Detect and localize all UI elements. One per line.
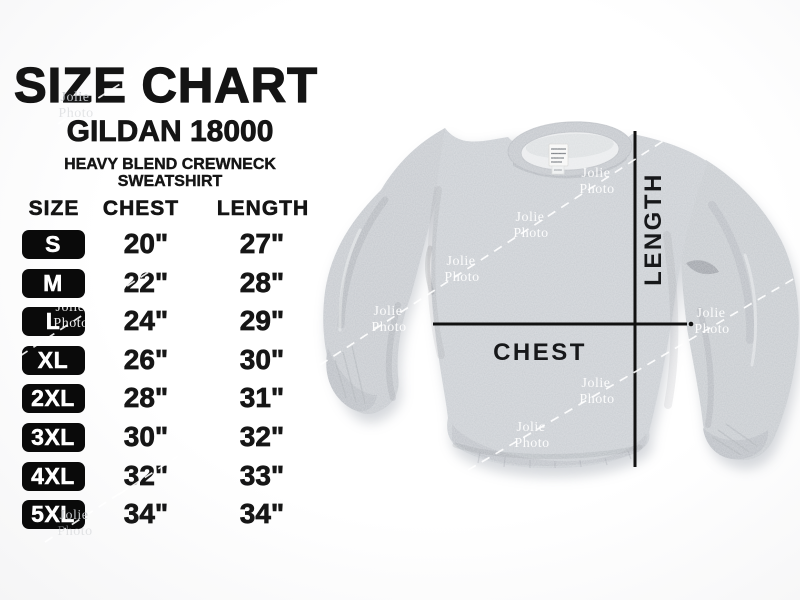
table-row: 2XL 28" 31": [0, 382, 330, 414]
chest-value: 28": [123, 382, 169, 414]
chest-value: 30": [123, 421, 169, 453]
size-badge: 2XL: [21, 383, 85, 413]
chest-diagram-label: CHEST: [493, 339, 587, 366]
chest-value: 32": [123, 460, 169, 492]
header-size: SIZE: [28, 197, 80, 221]
chest-line-end-dot: [688, 321, 694, 327]
size-badge: M: [21, 268, 85, 298]
length-value: 33": [239, 460, 285, 492]
table-row: M 22" 28": [0, 267, 330, 299]
header-chest: CHEST: [102, 197, 180, 221]
page-title: SIZE CHART: [13, 58, 318, 113]
header-length: LENGTH: [216, 197, 310, 221]
length-value: 30": [239, 344, 285, 376]
left-cuff: [326, 348, 377, 412]
length-value: 34": [239, 498, 285, 530]
chest-value: 26": [123, 344, 169, 376]
table-row: 3XL 30" 32": [0, 421, 330, 453]
size-badge-cell: 4XL: [14, 460, 92, 492]
length-value: 32": [239, 421, 285, 453]
size-badge: 5XL: [21, 499, 85, 529]
table-header-row: SIZE CHEST LENGTH: [0, 197, 330, 221]
chest-value: 22": [123, 267, 169, 299]
length-value: 27": [239, 228, 285, 260]
table-row: S 20" 27": [0, 228, 330, 260]
brand-model: GILDAN 18000: [66, 115, 274, 149]
table-row: L 24" 29": [0, 305, 330, 337]
size-badge-cell: 3XL: [14, 421, 92, 453]
size-badge: XL: [21, 345, 85, 375]
size-badge-cell: 2XL: [14, 382, 92, 414]
table-row: 4XL 32" 33": [0, 460, 330, 492]
size-badge: S: [21, 229, 85, 259]
table-row: XL 26" 30": [0, 344, 330, 376]
chest-value: 24": [123, 305, 169, 337]
length-value: 29": [239, 305, 285, 337]
length-value: 31": [239, 382, 285, 414]
table-row: 5XL 34" 34": [0, 498, 330, 530]
size-badge: L: [21, 306, 85, 336]
size-badge: 4XL: [21, 461, 85, 491]
size-badge: 3XL: [21, 422, 85, 452]
armpit-fold: [686, 260, 719, 275]
product-line2: SWEATSHIRT: [117, 173, 223, 190]
length-diagram-label: LENGTH: [640, 172, 667, 286]
product-line1: HEAVY BLEND CREWNECK: [64, 156, 276, 173]
chest-value: 20": [123, 228, 169, 260]
product-description: HEAVY BLEND CREWNECK SWEATSHIRT: [0, 156, 340, 190]
length-value: 28": [239, 267, 285, 299]
chest-value: 34": [123, 498, 169, 530]
